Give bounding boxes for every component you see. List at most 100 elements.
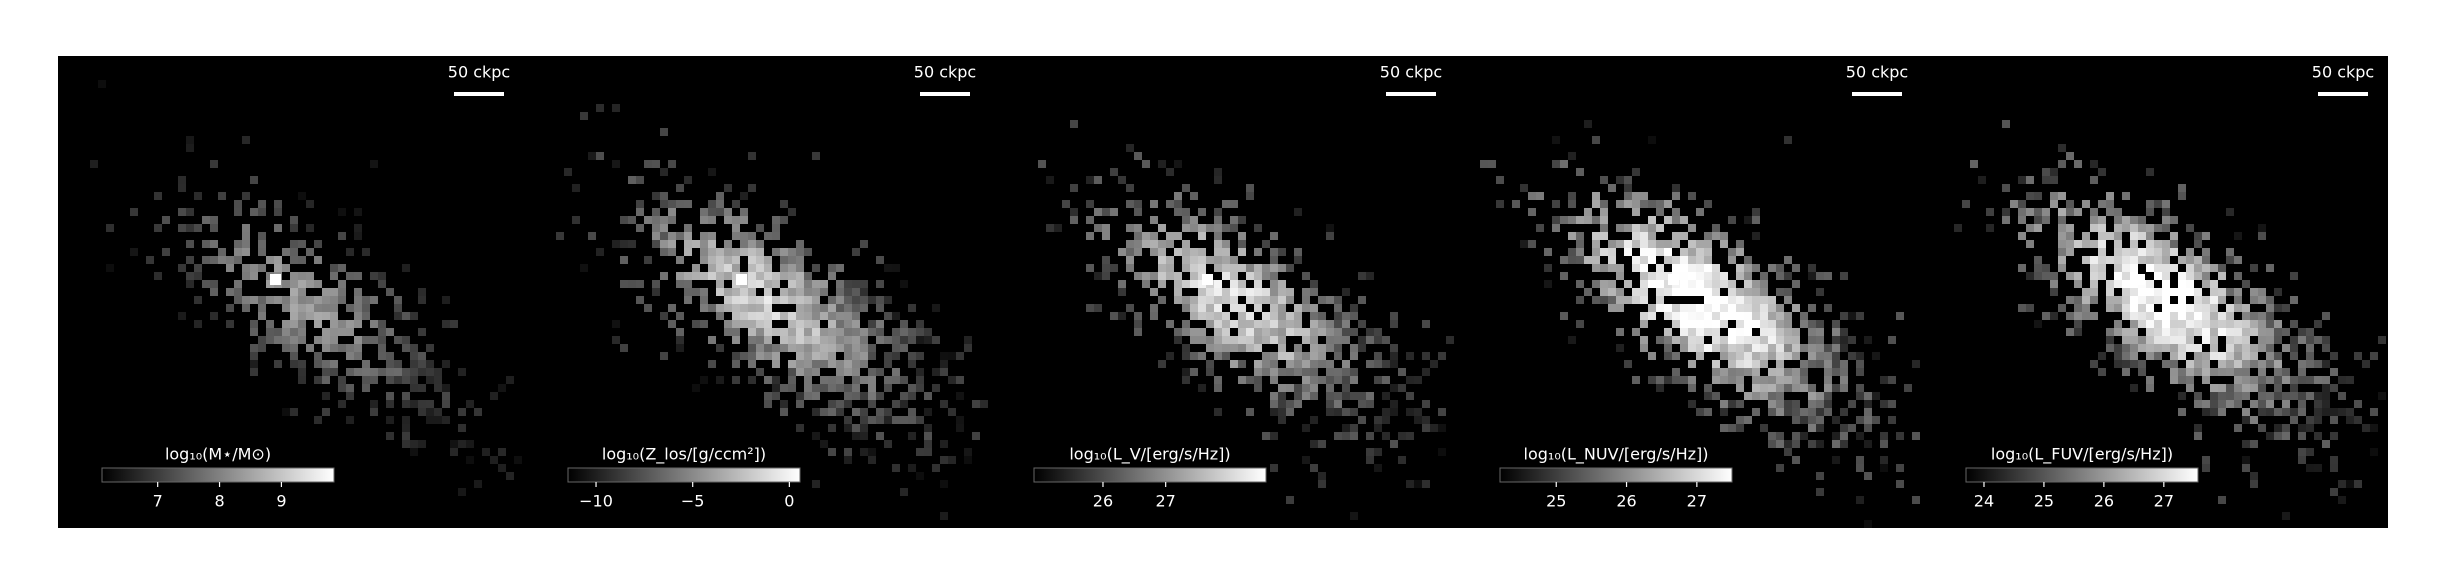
map-pixel <box>1238 360 1246 368</box>
map-pixel <box>724 320 732 328</box>
map-pixel <box>1640 288 1648 296</box>
map-pixel <box>346 344 354 352</box>
map-pixel <box>2234 384 2242 392</box>
map-pixel <box>1776 464 1784 472</box>
map-pixel <box>2266 296 2274 304</box>
map-pixel <box>1166 240 1174 248</box>
map-pixel <box>2122 280 2130 288</box>
map-pixel <box>836 384 844 392</box>
map-pixel <box>1680 272 1688 280</box>
map-pixel <box>940 352 948 360</box>
map-pixel <box>804 384 812 392</box>
map-pixel <box>2178 192 2186 200</box>
map-pixel <box>330 336 338 344</box>
map-pixel <box>1222 224 1230 232</box>
map-pixel <box>756 368 764 376</box>
map-pixel <box>1704 320 1712 328</box>
map-pixel <box>1824 392 1832 400</box>
map-pixel <box>580 264 588 272</box>
colorbar-label: log₁₀(L_FUV/[erg/s/Hz]) <box>1991 445 2173 465</box>
map-pixel <box>1262 352 1270 360</box>
map-pixel <box>828 264 836 272</box>
map-pixel <box>2034 192 2042 200</box>
map-pixel <box>2162 296 2170 304</box>
map-pixel <box>1350 376 1358 384</box>
map-pixel <box>764 280 772 288</box>
map-pixel <box>1366 400 1374 408</box>
map-pixel <box>2178 392 2186 400</box>
map-pixel <box>812 344 820 352</box>
map-pixel <box>338 384 346 392</box>
map-pixel <box>1656 280 1664 288</box>
map-pixel <box>2114 296 2122 304</box>
map-pixel <box>1238 320 1246 328</box>
map-pixel <box>684 296 692 304</box>
map-pixel <box>836 296 844 304</box>
map-pixel <box>1696 272 1704 280</box>
map-pixel <box>2146 248 2154 256</box>
map-pixel <box>780 328 788 336</box>
map-pixel <box>876 296 884 304</box>
map-pixel <box>1560 272 1568 280</box>
map-pixel <box>2114 264 2122 272</box>
map-pixel <box>1600 296 1608 304</box>
map-pixel <box>1752 312 1760 320</box>
map-pixel <box>1768 432 1776 440</box>
map-pixel <box>1704 200 1712 208</box>
map-pixel <box>1246 344 1254 352</box>
map-pixel <box>724 296 732 304</box>
map-pixel <box>2130 296 2138 304</box>
map-pixel <box>1808 304 1816 312</box>
map-pixel <box>1294 400 1302 408</box>
colorbar-label: log₁₀(L_NUV/[erg/s/Hz]) <box>1524 445 1709 465</box>
map-pixel <box>1382 392 1390 400</box>
map-pixel <box>1688 336 1696 344</box>
map-pixel <box>1808 320 1816 328</box>
map-pixel <box>1568 256 1576 264</box>
map-pixel <box>916 448 924 456</box>
map-pixel <box>194 192 202 200</box>
map-pixel <box>1254 264 1262 272</box>
map-pixel <box>1270 360 1278 368</box>
map-pixel <box>1848 424 1856 432</box>
map-pixel <box>258 248 266 256</box>
map-pixel <box>162 248 170 256</box>
map-pixel <box>2234 272 2242 280</box>
map-pixel <box>1270 376 1278 384</box>
map-pixel <box>2242 280 2250 288</box>
map-pixel <box>1752 352 1760 360</box>
map-pixel <box>1118 176 1126 184</box>
map-pixel <box>796 336 804 344</box>
map-pixel <box>2266 432 2274 440</box>
map-pixel <box>338 320 346 328</box>
map-pixel <box>2130 320 2138 328</box>
map-pixel <box>1704 344 1712 352</box>
map-pixel <box>1158 224 1166 232</box>
map-pixel <box>370 296 378 304</box>
map-pixel <box>370 376 378 384</box>
map-pixel <box>346 352 354 360</box>
map-pixel <box>2234 352 2242 360</box>
map-pixel <box>1784 256 1792 264</box>
map-pixel <box>748 336 756 344</box>
map-pixel <box>1608 256 1616 264</box>
map-pixel <box>796 328 804 336</box>
map-pixel <box>314 296 322 304</box>
map-pixel <box>748 248 756 256</box>
galaxy-map <box>1480 120 1920 528</box>
map-pixel <box>820 336 828 344</box>
map-pixel <box>250 352 258 360</box>
map-pixel <box>1094 224 1102 232</box>
map-pixel <box>1358 344 1366 352</box>
map-pixel <box>186 208 194 216</box>
map-pixel <box>354 352 362 360</box>
map-pixel <box>1358 336 1366 344</box>
map-pixel <box>282 320 290 328</box>
map-pixel <box>1760 424 1768 432</box>
map-pixel <box>908 360 916 368</box>
map-pixel <box>2250 400 2258 408</box>
map-pixel <box>1174 248 1182 256</box>
map-pixel <box>1182 280 1190 288</box>
map-pixel <box>1816 416 1824 424</box>
map-pixel <box>1880 376 1888 384</box>
